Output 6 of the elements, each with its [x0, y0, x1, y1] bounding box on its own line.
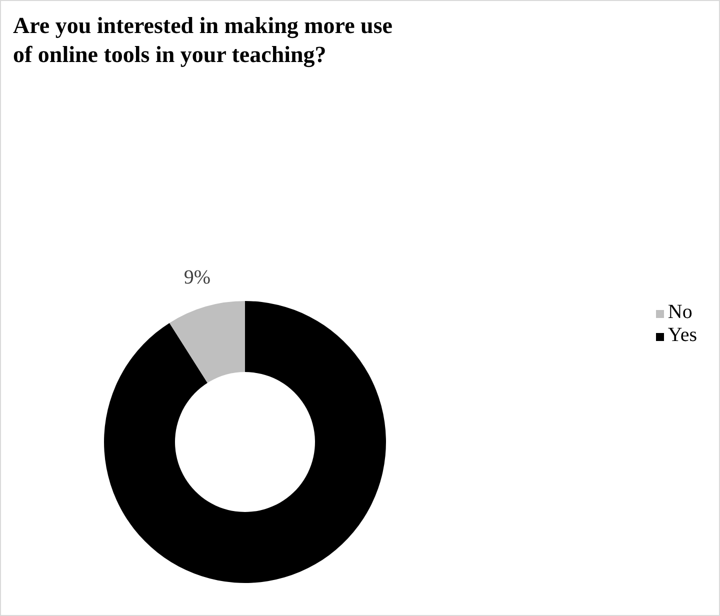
- legend-label: Yes: [668, 324, 697, 346]
- donut-slice: [104, 301, 386, 583]
- data-label: 9%: [184, 266, 210, 288]
- chart-title: Are you interested in making more use of online tools in your teaching?: [13, 12, 394, 69]
- donut-slice: [169, 301, 245, 383]
- legend-label: No: [668, 301, 692, 323]
